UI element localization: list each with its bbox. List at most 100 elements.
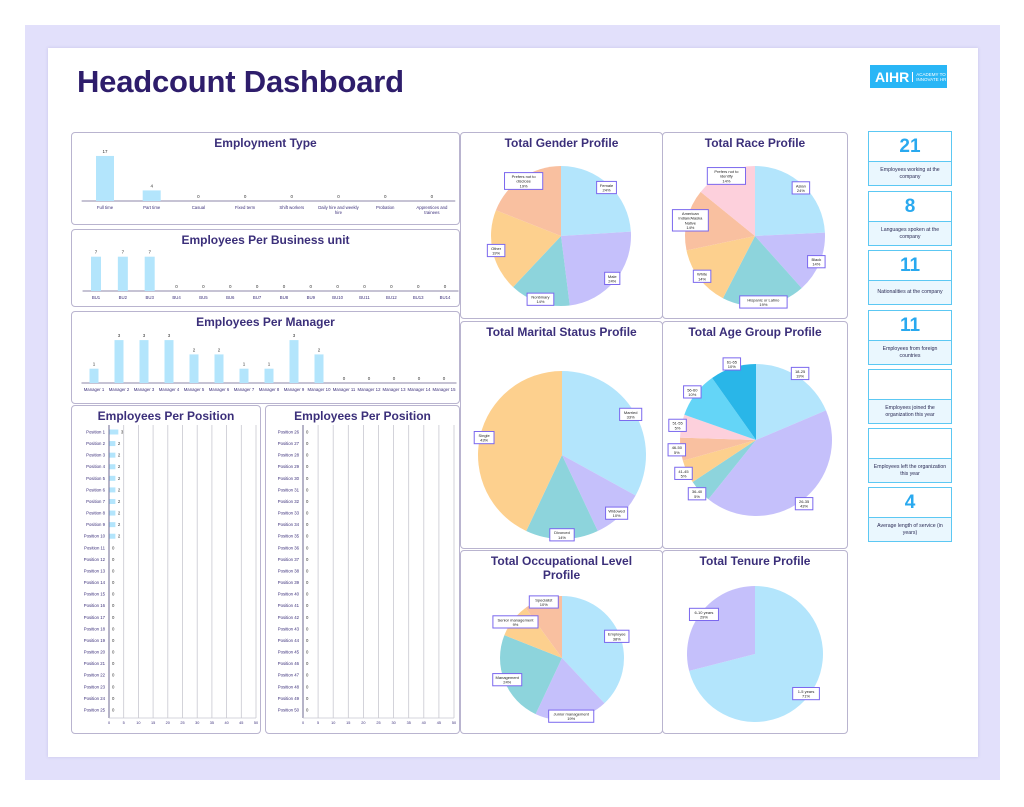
label-name: Prefers not to xyxy=(512,174,537,179)
slice-41-45 xyxy=(682,440,756,482)
tick-label: Fixed term xyxy=(235,205,256,210)
data-label: 0 xyxy=(310,284,313,289)
data-label: 0 xyxy=(229,284,232,289)
tick-label: Position 39 xyxy=(278,580,300,585)
slice-management xyxy=(500,635,562,715)
label-name: Native xyxy=(685,220,697,225)
data-label: 0 xyxy=(306,615,309,620)
tick-label: 15 xyxy=(346,721,350,725)
tick-label: Position 18 xyxy=(84,626,106,631)
label-box xyxy=(692,269,712,283)
slice-56-60 xyxy=(684,377,756,440)
label-box xyxy=(791,181,811,195)
data-label: 2 xyxy=(118,464,121,469)
label-box xyxy=(667,443,687,457)
tick-label: BU14 xyxy=(440,295,451,300)
data-label: 3 xyxy=(121,430,124,435)
tick-label: Position 37 xyxy=(278,557,300,562)
label-box xyxy=(548,709,595,723)
kpi-value: 11 xyxy=(869,251,951,281)
bar-manager-5 xyxy=(189,354,199,383)
tick-label: Position 40 xyxy=(278,592,300,597)
label-percent: 10% xyxy=(540,602,548,607)
slice-26-35 xyxy=(708,410,832,516)
chart-title: Employees Per Position xyxy=(294,409,431,423)
label-name: White xyxy=(697,272,708,277)
kpi-card-service: 4 Average length of service (in years) xyxy=(868,487,952,542)
label-name: 56-60 xyxy=(687,387,698,392)
data-label: 7 xyxy=(148,250,151,255)
tick-label: Position 31 xyxy=(278,487,300,492)
data-label: 0 xyxy=(306,684,309,689)
slice-prefers-not-to-disclose xyxy=(495,166,561,236)
label-name: Married xyxy=(624,410,638,415)
label-box xyxy=(668,418,687,432)
page-title: Headcount Dashboard xyxy=(77,64,404,99)
tick-label: 5 xyxy=(123,721,125,725)
data-label: 0 xyxy=(306,453,309,458)
tick-label: Manager 6 xyxy=(209,387,230,392)
data-label: 0 xyxy=(418,376,421,381)
data-label: 0 xyxy=(343,376,346,381)
slice-specialist xyxy=(525,596,562,658)
label-box xyxy=(683,385,702,399)
label-name: Hispanic or Latino xyxy=(747,297,780,302)
label-percent: 14% xyxy=(558,535,566,540)
tick-label: Manager 13 xyxy=(383,387,407,392)
bar-bu1 xyxy=(91,256,101,291)
label-name: Prefers not to xyxy=(714,169,739,174)
tick-label: Manager 12 xyxy=(358,387,382,392)
bar-manager-2 xyxy=(114,340,124,383)
data-label: 2 xyxy=(118,476,121,481)
data-label: 0 xyxy=(384,194,387,199)
slice-6-10-years xyxy=(687,586,755,671)
tick-label: 5 xyxy=(317,721,319,725)
slice-18-25 xyxy=(756,364,826,440)
label-box xyxy=(807,255,826,269)
label-name: Nonbinary xyxy=(531,295,549,300)
logo-tagline: ACADEMY TO INNOVATE HR xyxy=(912,71,947,82)
bar-part-time xyxy=(142,190,161,201)
data-label: 0 xyxy=(444,284,447,289)
tick-label: Position 23 xyxy=(84,684,106,689)
tick-label: Position 46 xyxy=(278,661,300,666)
tick-label: BU10 xyxy=(332,295,343,300)
kpi-card-joined: Employees joined the organization this y… xyxy=(868,369,952,424)
label-name: Black xyxy=(811,257,821,262)
tick-label: Position 5 xyxy=(86,476,105,481)
tick-label: Position 29 xyxy=(278,464,300,469)
kpi-card-left: Employees left the organization this yea… xyxy=(868,428,952,483)
tick-label: Position 17 xyxy=(84,615,106,620)
tick-label: Position 12 xyxy=(84,557,106,562)
data-label: 0 xyxy=(306,487,309,492)
data-label: 0 xyxy=(306,499,309,504)
tick-label: Position 9 xyxy=(86,522,105,527)
slice-label: 41-455% xyxy=(674,466,693,480)
chart-svg: 17 Full time 4 Part time 0 Casual 0 Fixed term 0… xyxy=(81,149,456,215)
bar-manager-4 xyxy=(164,340,174,383)
gender-panel: Total Gender Profile Female 24% Male 24% Nonb… xyxy=(460,132,663,319)
label-box xyxy=(688,607,719,622)
data-label: 7 xyxy=(95,250,98,255)
chart-svg: Female24%Male24%Nonbinary14%Other19%Pref… xyxy=(486,166,631,306)
tick-label: Position 15 xyxy=(84,592,106,597)
tick-label: Position 16 xyxy=(84,603,106,608)
race-panel: Total Race Profile Asian 24% Black 14% Hispan… xyxy=(662,132,848,319)
tick-label: BU3 xyxy=(146,295,155,300)
tick-label: Manager 8 xyxy=(259,387,280,392)
slice-nonbinary xyxy=(513,236,570,306)
employment-type-panel: Employment Type 17 Full time 4 Part time 0 Cas… xyxy=(71,132,460,225)
data-label: 2 xyxy=(118,487,121,492)
label-percent: 29% xyxy=(700,614,708,619)
label-box xyxy=(671,209,709,232)
label-percent: 10% xyxy=(728,364,736,369)
bar-manager-8 xyxy=(264,368,274,383)
data-label: 0 xyxy=(306,626,309,631)
